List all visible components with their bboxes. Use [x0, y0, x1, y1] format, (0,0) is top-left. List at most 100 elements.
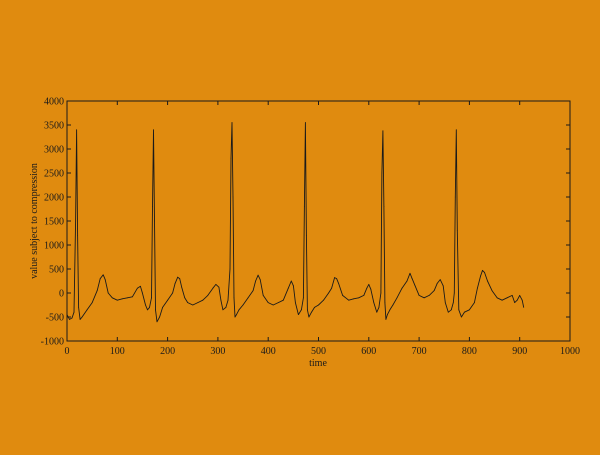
series-point — [121, 298, 123, 300]
series-point — [149, 307, 150, 308]
series-point — [348, 299, 350, 301]
series-point — [282, 299, 284, 301]
series-point — [96, 290, 98, 291]
series-point — [306, 235, 307, 236]
series-point — [262, 295, 264, 296]
series-point — [308, 316, 310, 318]
series-point — [127, 297, 128, 299]
y-tick-label: 2000 — [44, 193, 64, 204]
series-point — [482, 270, 483, 271]
series-point — [501, 299, 503, 301]
series-line — [66, 122, 525, 323]
series-point — [516, 299, 518, 301]
series-point — [218, 286, 220, 288]
series-point — [132, 296, 133, 298]
series-point — [376, 311, 378, 313]
series-point — [202, 299, 204, 301]
series-point — [232, 196, 234, 198]
series-point — [267, 302, 269, 303]
series-point — [433, 290, 435, 291]
series-point — [307, 309, 308, 311]
series-point — [411, 278, 413, 279]
series-point — [396, 297, 398, 299]
series-point — [159, 316, 161, 318]
series-point — [370, 288, 372, 290]
series-point — [293, 285, 294, 287]
x-tick-label: 900 — [512, 346, 527, 357]
series-point — [334, 277, 335, 278]
series-point — [167, 299, 169, 301]
series-point — [382, 130, 384, 132]
series-point — [238, 309, 240, 311]
series-point — [137, 287, 138, 289]
x-tick-label: 400 — [261, 346, 276, 357]
y-tick-label: 1500 — [44, 217, 64, 228]
series-point — [102, 274, 104, 276]
series-point — [181, 286, 183, 288]
series-point — [86, 309, 88, 311]
y-tick-label: 3000 — [44, 145, 64, 156]
x-axis-title: time — [309, 358, 327, 369]
series-point — [111, 297, 113, 299]
series-point — [454, 196, 456, 198]
series-point — [229, 268, 231, 270]
series-point — [385, 319, 387, 320]
series-point — [162, 307, 164, 308]
y-tick-label: -500 — [46, 313, 64, 324]
series-point — [78, 307, 79, 308]
series-point — [469, 309, 470, 311]
series-point — [156, 321, 158, 323]
series-point — [363, 295, 365, 296]
series-point — [514, 302, 516, 303]
series-point — [174, 283, 176, 284]
series-point — [384, 302, 386, 303]
series-point — [418, 295, 420, 296]
series-point — [116, 299, 118, 301]
y-tick-label: 500 — [49, 265, 64, 276]
y-tick-label: 3500 — [44, 121, 64, 132]
series-point — [474, 302, 475, 303]
series-point — [464, 311, 465, 313]
series-point — [272, 304, 274, 306]
series-point — [230, 158, 232, 160]
series-point — [91, 302, 93, 303]
series-point — [215, 284, 217, 285]
series-point — [477, 287, 478, 289]
series-point — [107, 292, 109, 294]
y-axis-title: value subject to compression — [29, 163, 40, 279]
series-point — [295, 302, 296, 303]
x-axis: 0 100 200 300 400 500 600 700 800 900 1000 — [65, 101, 580, 357]
y-tick-label: 4000 — [44, 97, 64, 108]
series-point — [511, 295, 513, 296]
series-point — [75, 220, 76, 222]
series-point — [142, 292, 143, 294]
series-point — [79, 319, 81, 320]
series-point — [145, 304, 146, 306]
series-point — [81, 316, 83, 318]
series-point — [99, 278, 101, 279]
series-point — [328, 292, 329, 294]
y-axis: -1000 -500 0 500 1000 1500 2000 2500 3000 3500 400… — [41, 97, 570, 348]
x-tick-label: 200 — [160, 346, 175, 357]
series-point — [257, 274, 259, 276]
series-point — [331, 287, 332, 289]
series-point — [423, 297, 425, 299]
series-point — [521, 299, 523, 301]
series-point — [383, 206, 385, 208]
series-point — [447, 311, 449, 313]
series-point — [155, 309, 156, 311]
series-point — [436, 283, 438, 284]
series-point — [151, 297, 152, 299]
series-points — [66, 122, 525, 323]
x-tick-label: 600 — [361, 346, 376, 357]
series-point — [406, 280, 408, 282]
series-point — [496, 297, 498, 299]
series-point — [234, 316, 236, 318]
series-point — [444, 302, 446, 303]
series-point — [519, 295, 521, 296]
series-point — [192, 304, 194, 306]
series-point — [290, 280, 292, 282]
series-point — [242, 304, 244, 306]
series-point — [484, 272, 485, 273]
